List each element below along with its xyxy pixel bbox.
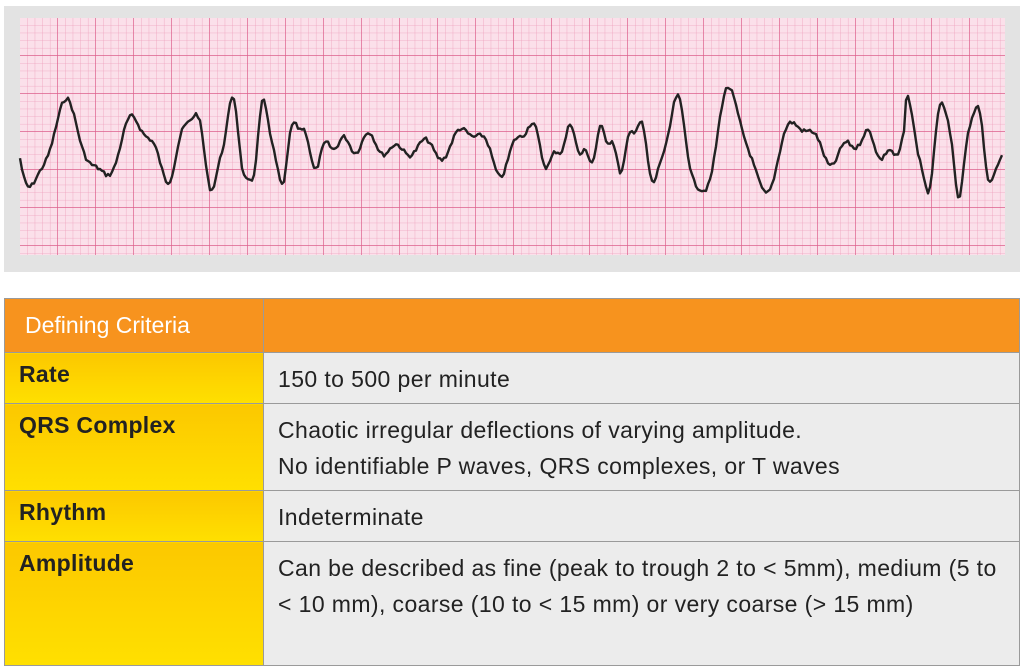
table-row: QRS Complex Chaotic irregular deflections…	[4, 403, 1020, 491]
ecg-graphic	[18, 18, 1005, 255]
row-value: Indeterminate	[263, 490, 1020, 542]
table-row: Rate 150 to 500 per minute	[4, 352, 1020, 404]
value-line: Chaotic irregular deflections of varying…	[278, 417, 803, 443]
value-line: Can be described as fine (peak to trough…	[278, 555, 997, 617]
value-line: No identifiable P waves, QRS complexes, …	[278, 453, 841, 479]
criteria-table: Defining Criteria Rate 150 to 500 per min…	[4, 298, 1020, 666]
value-line: Indeterminate	[278, 504, 424, 530]
table-row: Amplitude Can be described as fine (peak …	[4, 541, 1020, 666]
value-line: 150 to 500 per minute	[278, 366, 511, 392]
row-value: Can be described as fine (peak to trough…	[263, 541, 1020, 666]
ecg-strip	[4, 6, 1020, 272]
row-label: Rate	[4, 352, 264, 404]
row-label: Rhythm	[4, 490, 264, 542]
ecg-trace	[18, 86, 1004, 199]
row-label: QRS Complex	[4, 403, 264, 491]
row-label: Amplitude	[4, 541, 264, 666]
header-cell: Defining Criteria	[4, 298, 264, 353]
row-value: Chaotic irregular deflections of varying…	[263, 403, 1020, 491]
header-row: Defining Criteria	[4, 298, 1020, 353]
row-value: 150 to 500 per minute	[263, 352, 1020, 404]
ecg-major-grid	[20, 18, 1005, 255]
table-row: Rhythm Indeterminate	[4, 490, 1020, 542]
header-cell	[263, 298, 1020, 353]
